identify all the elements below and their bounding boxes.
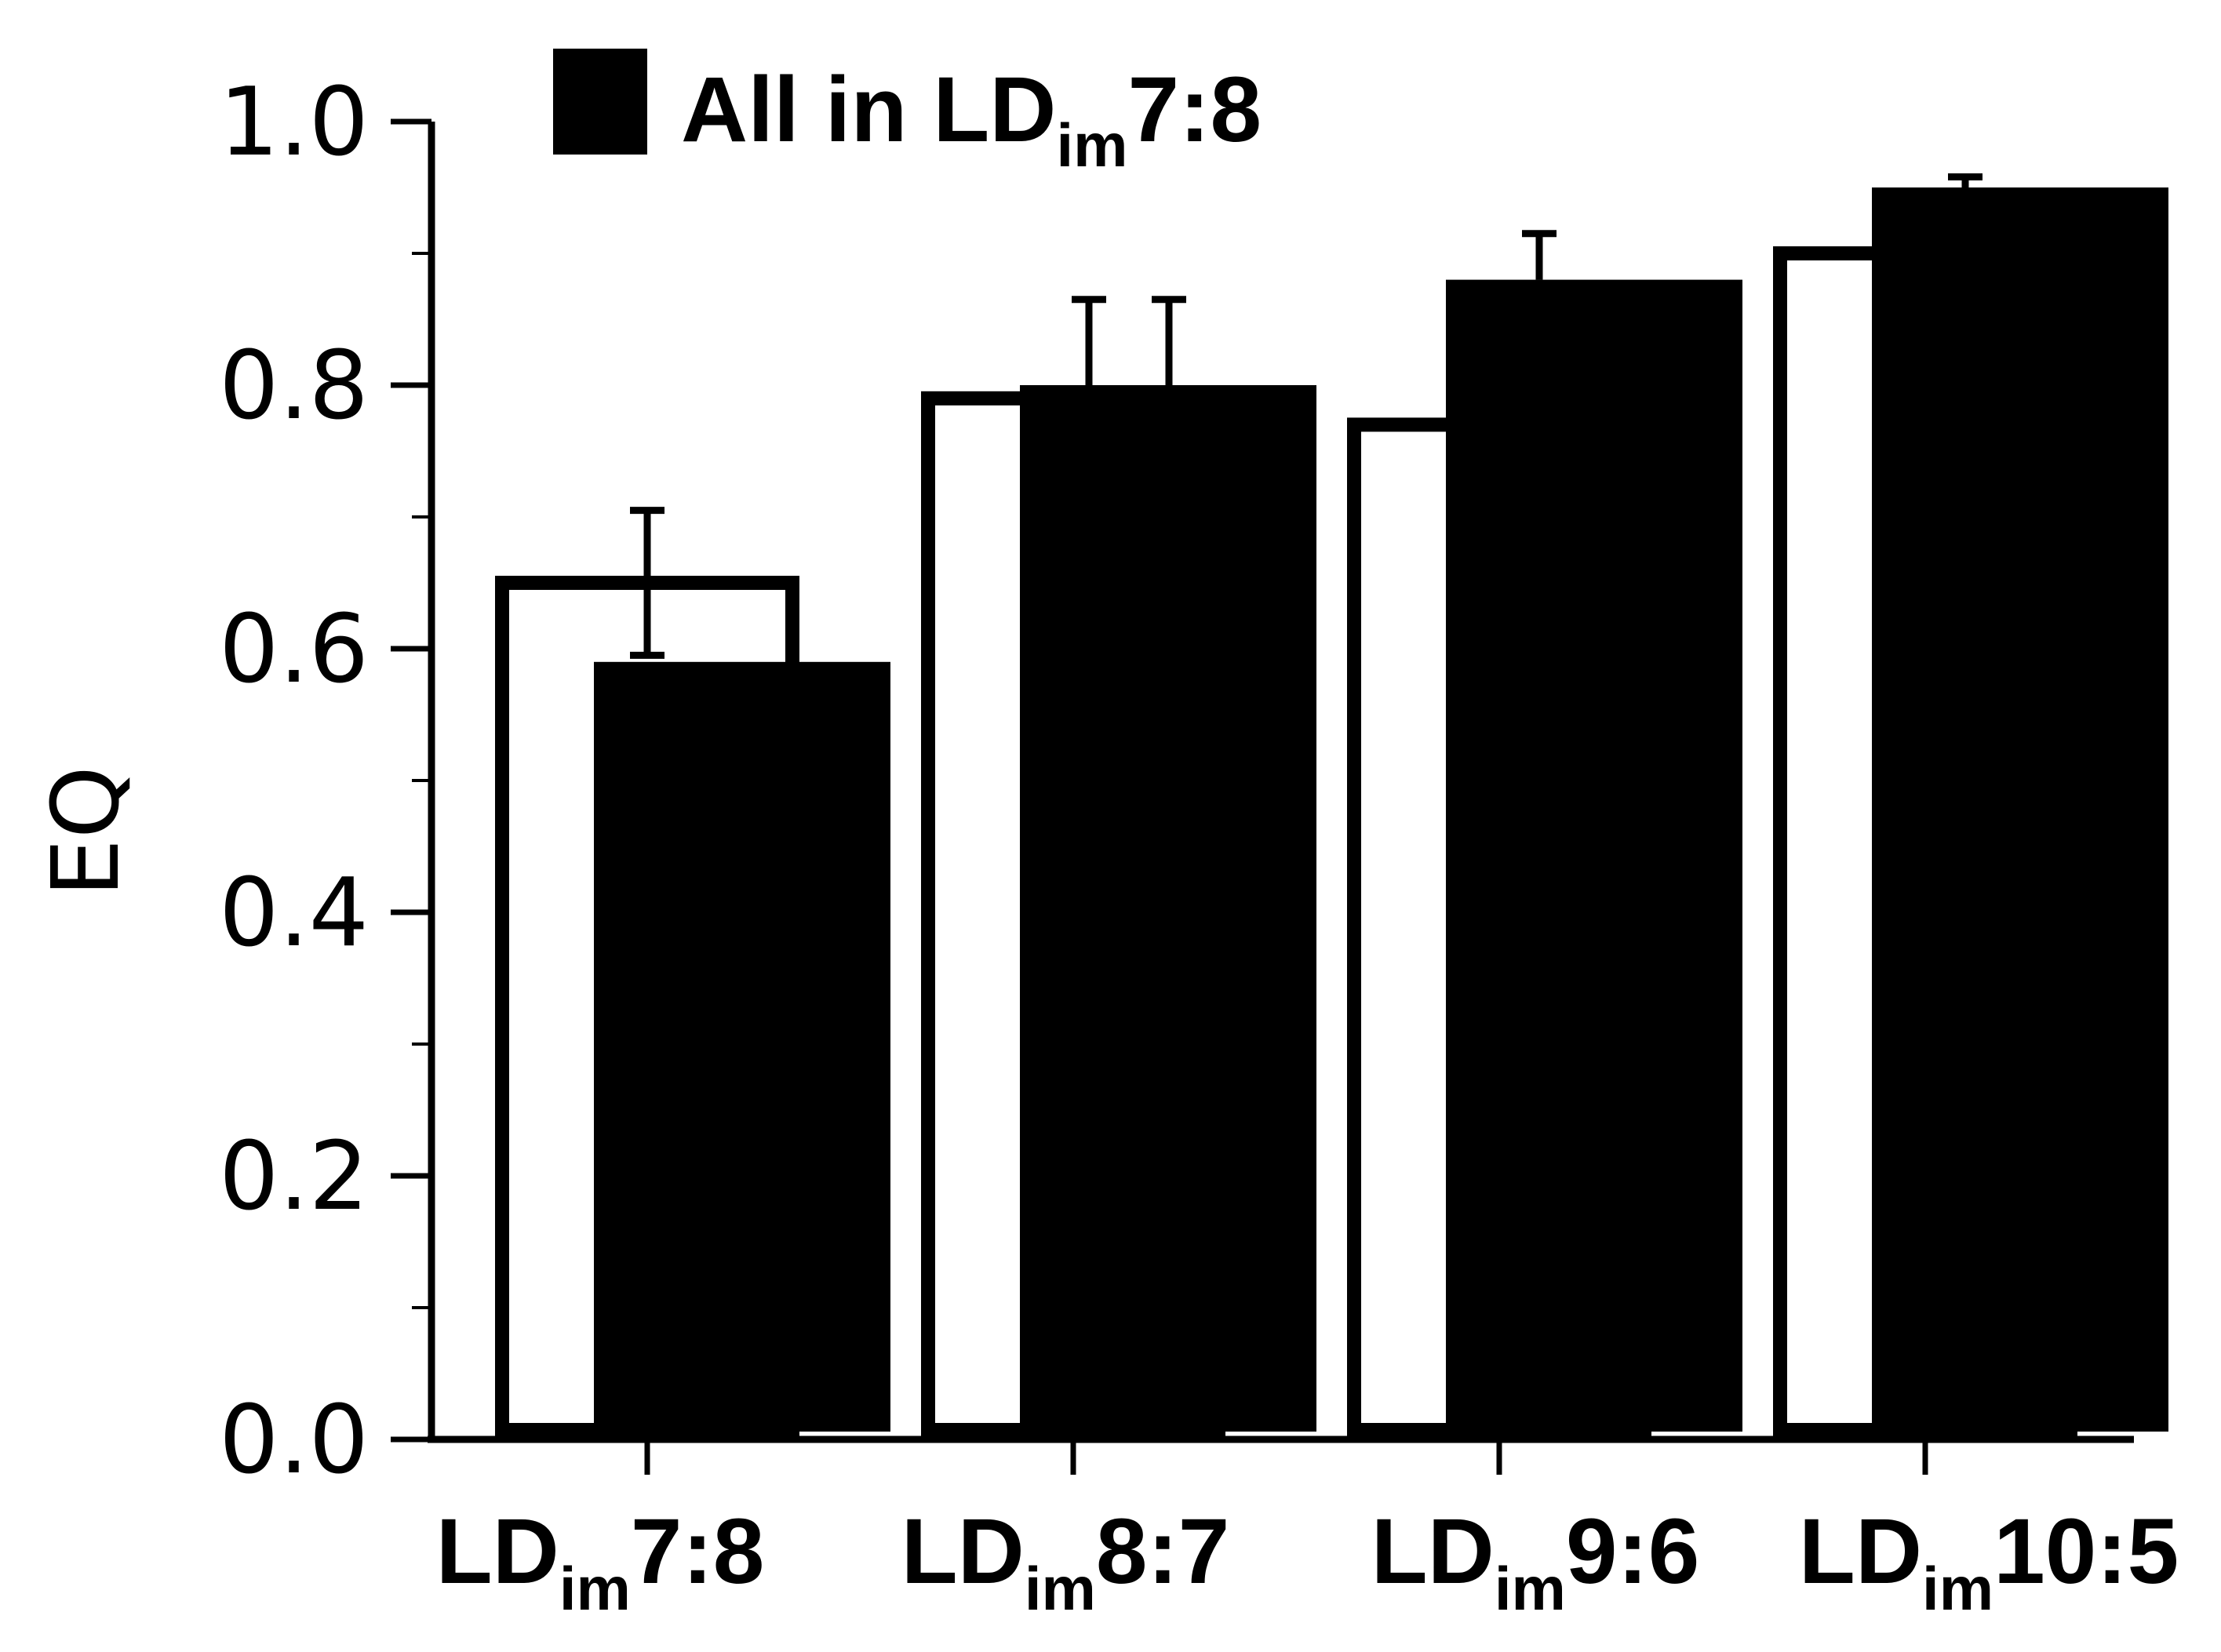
x-tick-label-main: LD — [1799, 1500, 1922, 1603]
x-tick-label-suffix: 8:7 — [1096, 1500, 1230, 1603]
bars-group — [495, 187, 2168, 1437]
x-tick-label-suffix: 7:8 — [631, 1500, 765, 1603]
x-tick-label-2: LDim8:7 — [901, 1500, 1230, 1623]
legend: All in LDim7:8 — [553, 49, 1262, 180]
x-tick-label-4: LDim10:5 — [1799, 1500, 2179, 1623]
x-tick-label-main: LD — [901, 1500, 1025, 1603]
y-tick-label: 0.8 — [219, 332, 369, 441]
x-tick-label-main: LD — [436, 1500, 559, 1603]
error-bars-group — [630, 173, 1983, 659]
x-tick-label-sub: im — [1922, 1554, 1993, 1623]
x-tick-label-sub: im — [1495, 1554, 1566, 1623]
legend-swatch-black — [553, 49, 647, 155]
legend-label: All in LDim7:8 — [681, 58, 1262, 180]
x-tick-label-suffix: 10:5 — [1993, 1500, 2179, 1603]
x-tick-label-sub: im — [559, 1554, 631, 1623]
y-axis-label: EQ — [31, 766, 140, 897]
x-ticks-group: LDim7:8 LDim8:7 LDim9:6 LDim10:5 — [436, 1439, 2179, 1623]
y-tick-label: 0.6 — [219, 595, 369, 704]
x-tick-label-main: LD — [1371, 1500, 1495, 1603]
legend-label-suffix: 7:8 — [1128, 58, 1262, 162]
y-tick-label: 0.0 — [219, 1386, 369, 1495]
y-tick-label: 0.4 — [219, 859, 369, 968]
x-tick-label-3: LDim9:6 — [1371, 1500, 1700, 1623]
y-ticks-group: 0.0 0.2 0.4 0.6 0.8 1.0 — [219, 68, 431, 1495]
legend-label-sub: im — [1057, 111, 1128, 180]
bar-black-2 — [1020, 385, 1316, 1432]
legend-label-main: All in LD — [681, 58, 1057, 162]
y-tick-label: 0.2 — [219, 1123, 369, 1232]
bar-black-4 — [1872, 187, 2168, 1432]
x-tick-label-suffix: 9:6 — [1566, 1500, 1700, 1603]
bar-black-3 — [1446, 279, 1742, 1432]
bar-black-1 — [594, 661, 890, 1432]
x-tick-label-1: LDim7:8 — [436, 1500, 765, 1623]
y-tick-label: 1.0 — [219, 68, 369, 177]
x-tick-label-sub: im — [1025, 1554, 1096, 1623]
